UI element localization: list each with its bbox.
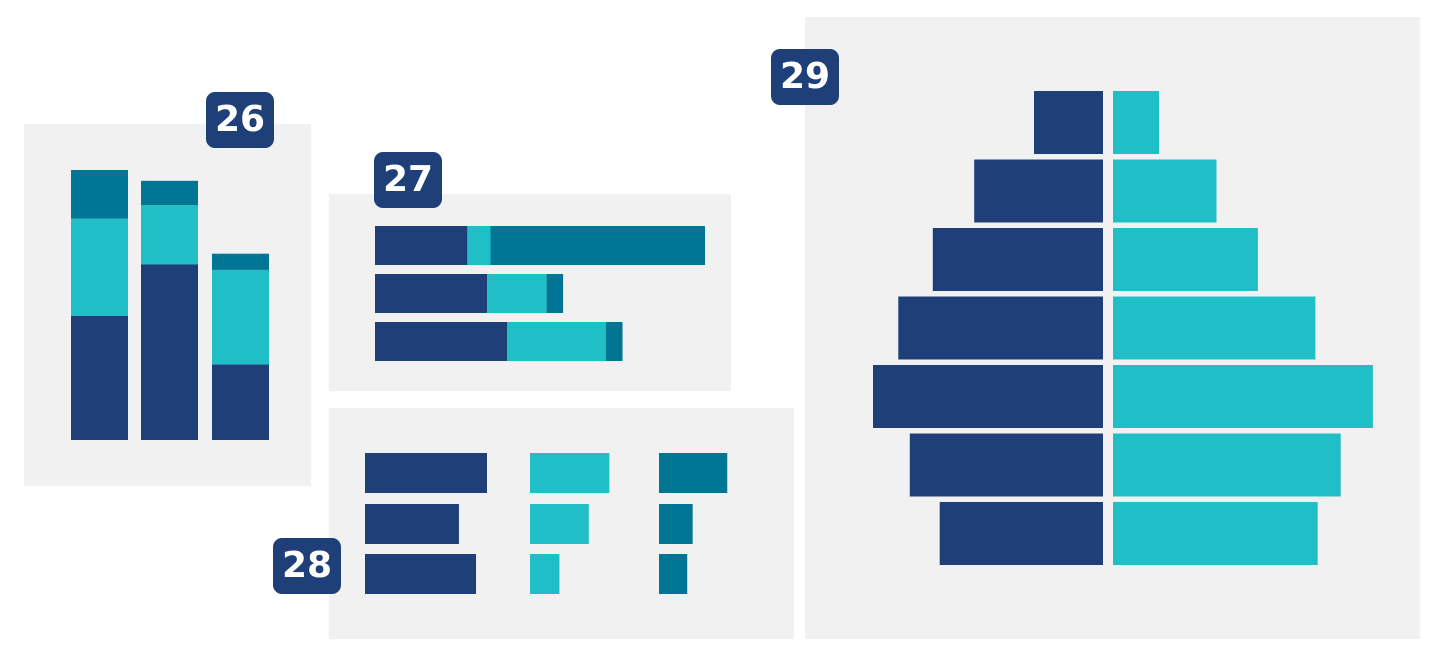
chart-27-bar-1-segment-1 <box>375 226 468 265</box>
chart-28-group-1-bar-3 <box>365 554 477 594</box>
chart-29-row-7-right-bar <box>1113 502 1318 565</box>
chart-29-row-4-left-bar <box>898 296 1103 360</box>
chart-28-group-1-bar-1 <box>365 453 487 493</box>
chart-26-bar-2-segment-2 <box>141 205 198 265</box>
chart-28-group-2-bar-3 <box>530 554 560 594</box>
chart-26-bar-3-segment-2 <box>212 269 269 365</box>
chart-28-group-2-bar-2 <box>530 504 589 544</box>
chart-27-bar-3-segment-2 <box>507 322 606 361</box>
chart-29-number-badge: 29 <box>771 49 839 105</box>
chart-26-bar-3-segment-3 <box>212 253 269 270</box>
chart-29-row-2-right-bar <box>1113 159 1217 223</box>
chart-29-row-5-right-bar <box>1113 365 1373 428</box>
chart-29-row-3-right-bar <box>1113 228 1258 291</box>
chart-26-bar-1-segment-3 <box>71 170 128 219</box>
chart-27-bar-2-segment-2 <box>487 274 547 313</box>
chart-28-group-2-bar-1 <box>530 453 610 493</box>
chart-26-bar-1-segment-2 <box>71 218 128 316</box>
chart-27-bar-1-segment-3 <box>490 226 705 265</box>
chart-27-number-badge: 27 <box>374 152 442 208</box>
chart-29-row-4-right-bar <box>1113 296 1316 360</box>
chart-27-bar-3-segment-3 <box>606 322 623 361</box>
chart-28-group-1-bar-2 <box>365 504 459 544</box>
chart-27-bar-1-segment-2 <box>467 226 491 265</box>
chart-27-bar-2-segment-1 <box>375 274 488 313</box>
chart-27-bar-3-segment-1 <box>375 322 507 361</box>
chart-26-bar-1-segment-1 <box>71 315 128 440</box>
chart-29-row-6-right-bar <box>1113 433 1341 497</box>
chart-29-row-3-left-bar <box>932 228 1103 291</box>
chart-29-row-7-left-bar <box>939 502 1103 565</box>
chart-28-group-3-bar-2 <box>659 504 693 544</box>
chart-26-bar-3-segment-1 <box>212 364 269 440</box>
chart-29-row-6-left-bar <box>909 433 1103 497</box>
chart-27-bar-2-segment-3 <box>546 274 564 313</box>
chart-26-number-badge: 26 <box>206 92 274 148</box>
chart-28-group-3-bar-1 <box>659 453 728 493</box>
chart-28-group-3-bar-3 <box>659 554 688 594</box>
chart-28-number-badge: 28 <box>273 538 341 594</box>
chart-29-row-1-left-bar <box>1034 91 1103 154</box>
chart-26-bar-2-segment-3 <box>141 180 198 206</box>
chart-29-row-1-right-bar <box>1113 91 1159 154</box>
chart-29-row-5-left-bar <box>873 365 1103 428</box>
chart-26-bar-2-segment-1 <box>141 264 198 440</box>
chart-29-row-2-left-bar <box>974 159 1103 223</box>
